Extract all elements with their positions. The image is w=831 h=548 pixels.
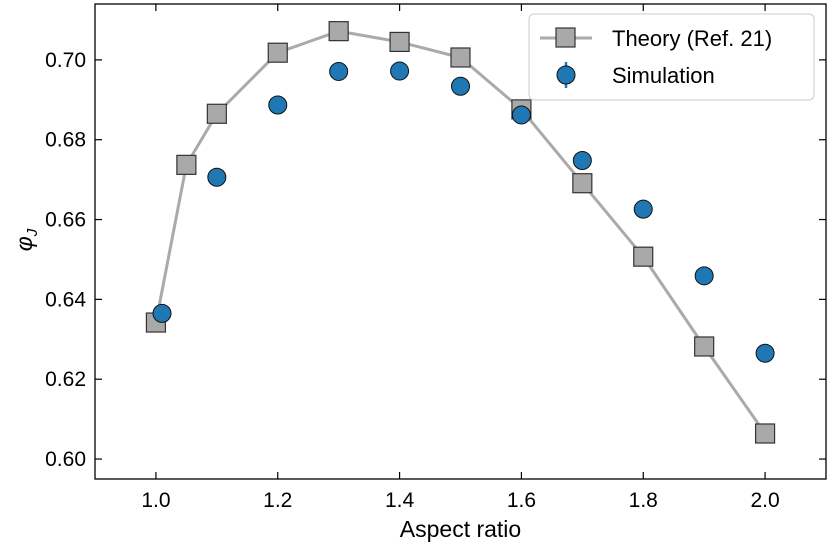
y-tick-label: 0.64 [45,288,86,311]
theory-point [754,423,776,444]
theory-point [176,154,197,175]
simulation-point [390,61,410,81]
simulation-point [451,76,470,96]
y-tick-label: 0.62 [45,368,86,391]
x-tick-label: 1.2 [263,489,292,512]
x-tick-label: 1.4 [385,489,415,512]
x-axis-label: Aspect ratio [400,516,521,542]
simulation-point [572,150,592,170]
simulation-point [329,61,349,81]
simulation-point [755,343,775,363]
theory-point [572,173,593,194]
theory-point [694,336,715,357]
y-tick-label: 0.68 [45,129,86,152]
y-tick-label: 0.60 [45,448,86,471]
simulation-point [633,199,653,219]
x-tick-label: 1.0 [141,489,170,512]
x-tick-label: 1.8 [629,489,658,512]
legend-simulation-marker [556,65,576,85]
simulation-point [511,105,531,125]
legend-box [528,13,815,101]
y-axis-label-sub: J [24,228,41,237]
simulation-point [268,95,288,115]
theory-point [328,21,349,42]
theory-point [389,31,410,53]
theory-point [206,103,227,124]
y-axis-label: φJ [11,228,41,251]
y-tick-label: 0.70 [45,49,86,72]
simulation-point [152,303,172,323]
x-tick-label: 2.0 [750,489,779,512]
theory-point [450,47,471,68]
legend: Theory (Ref. 21) Simulation [528,13,815,101]
ticks-layer: 1.0 1.2 1.4 1.6 1.8 2.0 0.60 0.62 0.64 0.66 0.68 0.… [45,4,826,512]
legend-simulation-label: Simulation [612,63,715,88]
y-axis-label-main: φ [11,236,37,251]
legend-theory-marker [555,27,576,48]
theory-point [633,246,654,267]
x-tick-label: 1.6 [507,489,536,512]
series-layer [145,21,776,444]
theory-point [267,42,288,63]
simulation-point [207,167,227,187]
legend-theory-label: Theory (Ref. 21) [612,26,772,51]
y-tick-label: 0.66 [45,209,86,232]
simulation-point [694,266,714,286]
plot-frame [94,3,827,480]
